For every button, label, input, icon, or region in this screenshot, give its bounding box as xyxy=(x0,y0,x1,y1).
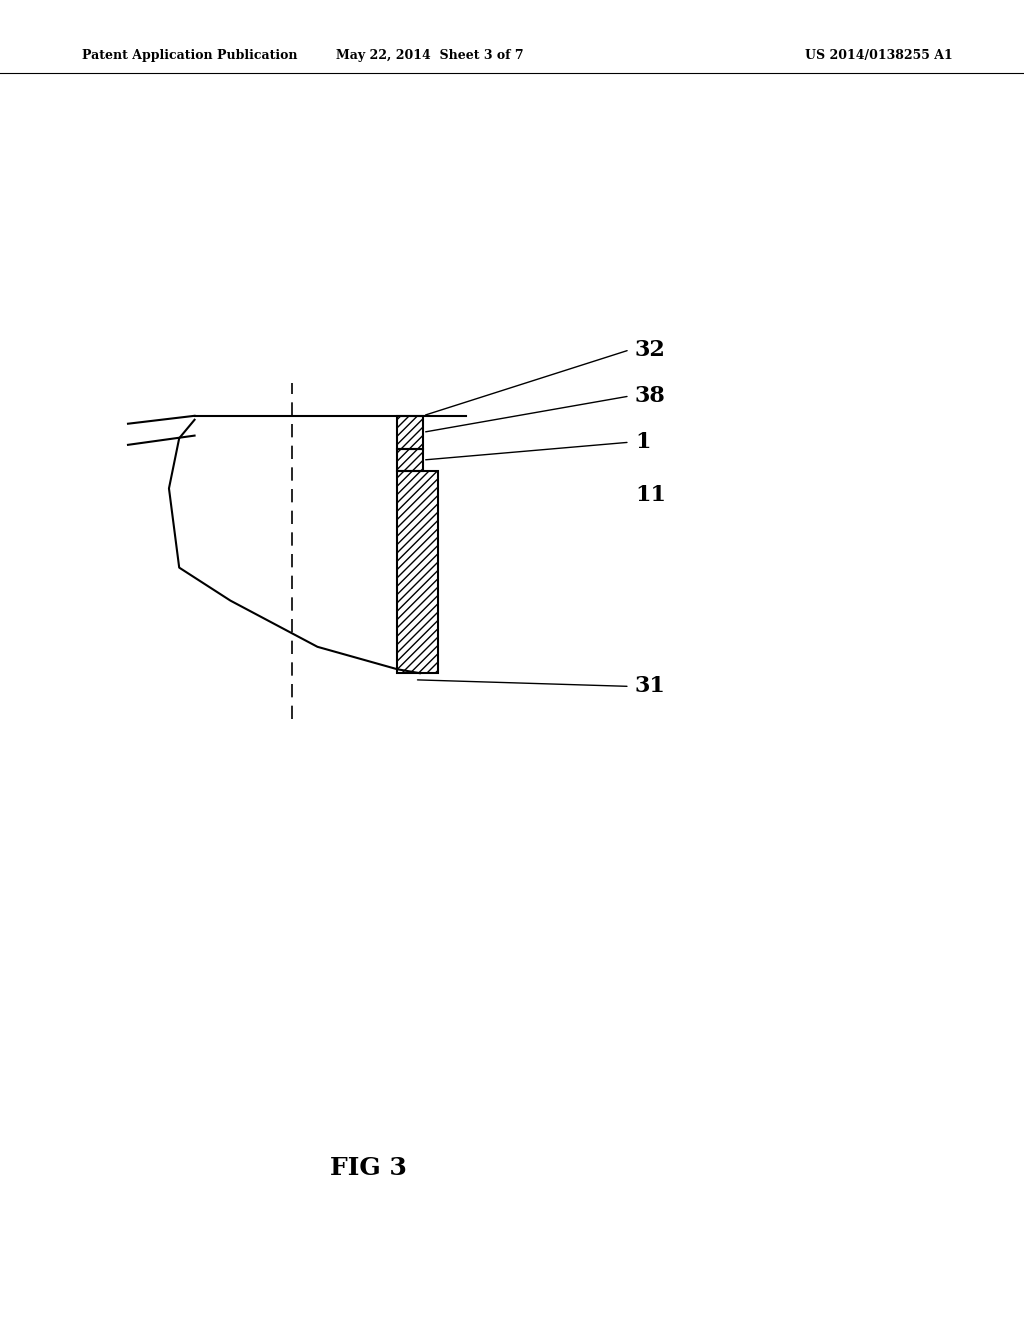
Text: US 2014/0138255 A1: US 2014/0138255 A1 xyxy=(805,49,952,62)
Text: 32: 32 xyxy=(635,339,666,360)
Text: FIG 3: FIG 3 xyxy=(330,1156,408,1180)
Text: Patent Application Publication: Patent Application Publication xyxy=(82,49,297,62)
Text: 38: 38 xyxy=(635,385,666,407)
Text: 11: 11 xyxy=(635,484,666,506)
Text: 31: 31 xyxy=(635,676,666,697)
Text: May 22, 2014  Sheet 3 of 7: May 22, 2014 Sheet 3 of 7 xyxy=(336,49,524,62)
Text: 1: 1 xyxy=(635,432,650,453)
